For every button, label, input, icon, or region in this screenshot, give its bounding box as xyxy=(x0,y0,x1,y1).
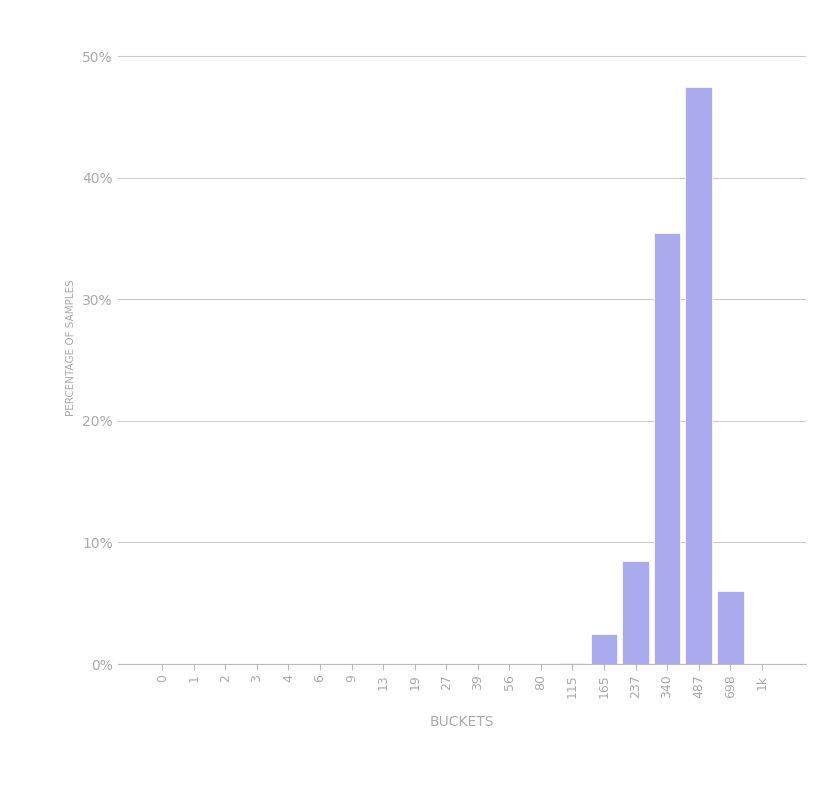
Bar xyxy=(591,634,617,664)
Y-axis label: PERCENTAGE OF SAMPLES: PERCENTAGE OF SAMPLES xyxy=(66,280,76,416)
Bar xyxy=(559,662,585,664)
Bar xyxy=(622,561,649,664)
Bar xyxy=(717,591,743,664)
Bar xyxy=(685,86,712,664)
Bar xyxy=(654,233,680,664)
X-axis label: BUCKETS: BUCKETS xyxy=(430,715,494,729)
